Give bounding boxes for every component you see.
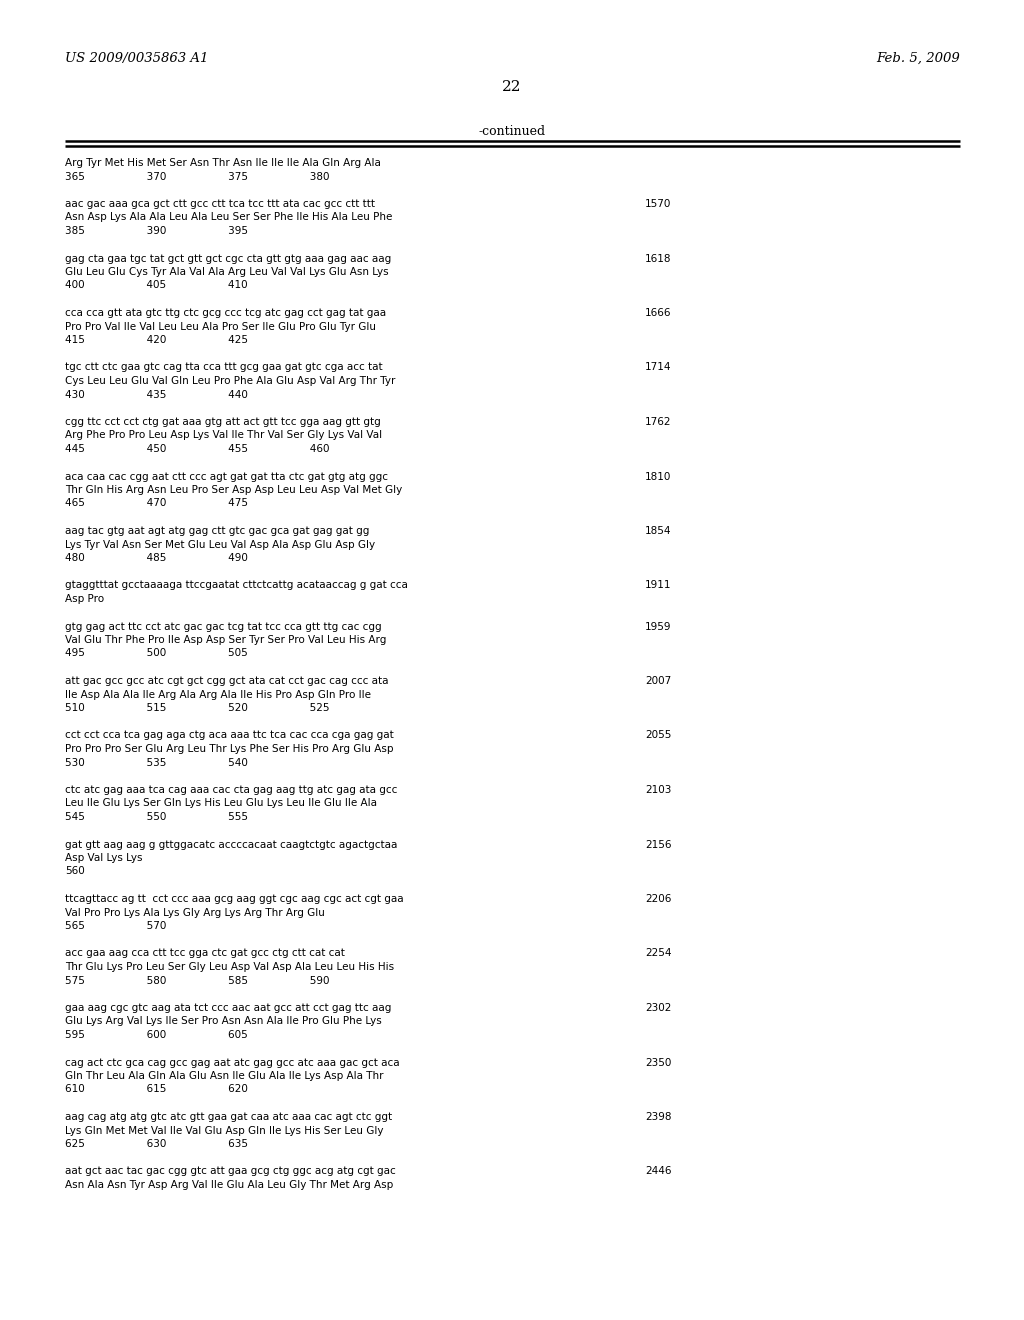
- Text: 430                   435                   440: 430 435 440: [65, 389, 248, 400]
- Text: 1762: 1762: [645, 417, 672, 426]
- Text: Thr Glu Lys Pro Leu Ser Gly Leu Asp Val Asp Ala Leu Leu His His: Thr Glu Lys Pro Leu Ser Gly Leu Asp Val …: [65, 962, 394, 972]
- Text: Feb. 5, 2009: Feb. 5, 2009: [877, 51, 961, 65]
- Text: cca cca gtt ata gtc ttg ctc gcg ccc tcg atc gag cct gag tat gaa: cca cca gtt ata gtc ttg ctc gcg ccc tcg …: [65, 308, 386, 318]
- Text: att gac gcc gcc atc cgt gct cgg gct ata cat cct gac cag ccc ata: att gac gcc gcc atc cgt gct cgg gct ata …: [65, 676, 388, 686]
- Text: 625                   630                   635: 625 630 635: [65, 1139, 248, 1148]
- Text: 1570: 1570: [645, 199, 672, 209]
- Text: 2446: 2446: [645, 1167, 672, 1176]
- Text: Asp Val Lys Lys: Asp Val Lys Lys: [65, 853, 142, 863]
- Text: 365                   370                   375                   380: 365 370 375 380: [65, 172, 330, 181]
- Text: Glu Leu Glu Cys Tyr Ala Val Ala Arg Leu Val Val Lys Glu Asn Lys: Glu Leu Glu Cys Tyr Ala Val Ala Arg Leu …: [65, 267, 389, 277]
- Text: 480                   485                   490: 480 485 490: [65, 553, 248, 564]
- Text: 2398: 2398: [645, 1111, 672, 1122]
- Text: 2254: 2254: [645, 949, 672, 958]
- Text: Thr Gln His Arg Asn Leu Pro Ser Asp Asp Leu Leu Asp Val Met Gly: Thr Gln His Arg Asn Leu Pro Ser Asp Asp …: [65, 484, 402, 495]
- Text: 1714: 1714: [645, 363, 672, 372]
- Text: aag cag atg atg gtc atc gtt gaa gat caa atc aaa cac agt ctc ggt: aag cag atg atg gtc atc gtt gaa gat caa …: [65, 1111, 392, 1122]
- Text: Val Pro Pro Lys Ala Lys Gly Arg Lys Arg Thr Arg Glu: Val Pro Pro Lys Ala Lys Gly Arg Lys Arg …: [65, 908, 325, 917]
- Text: tgc ctt ctc gaa gtc cag tta cca ttt gcg gaa gat gtc cga acc tat: tgc ctt ctc gaa gtc cag tta cca ttt gcg …: [65, 363, 383, 372]
- Text: gaa aag cgc gtc aag ata tct ccc aac aat gcc att cct gag ttc aag: gaa aag cgc gtc aag ata tct ccc aac aat …: [65, 1003, 391, 1012]
- Text: 575                   580                   585                   590: 575 580 585 590: [65, 975, 330, 986]
- Text: 510                   515                   520                   525: 510 515 520 525: [65, 704, 330, 713]
- Text: Asn Ala Asn Tyr Asp Arg Val Ile Glu Ala Leu Gly Thr Met Arg Asp: Asn Ala Asn Tyr Asp Arg Val Ile Glu Ala …: [65, 1180, 393, 1191]
- Text: 1810: 1810: [645, 471, 672, 482]
- Text: Arg Tyr Met His Met Ser Asn Thr Asn Ile Ile Ile Ala Gln Arg Ala: Arg Tyr Met His Met Ser Asn Thr Asn Ile …: [65, 158, 381, 168]
- Text: 2007: 2007: [645, 676, 672, 686]
- Text: aag tac gtg aat agt atg gag ctt gtc gac gca gat gag gat gg: aag tac gtg aat agt atg gag ctt gtc gac …: [65, 525, 370, 536]
- Text: -continued: -continued: [478, 125, 546, 139]
- Text: 415                   420                   425: 415 420 425: [65, 335, 248, 345]
- Text: Pro Pro Pro Ser Glu Arg Leu Thr Lys Phe Ser His Pro Arg Glu Asp: Pro Pro Pro Ser Glu Arg Leu Thr Lys Phe …: [65, 744, 393, 754]
- Text: Arg Phe Pro Pro Leu Asp Lys Val Ile Thr Val Ser Gly Lys Val Val: Arg Phe Pro Pro Leu Asp Lys Val Ile Thr …: [65, 430, 382, 441]
- Text: 400                   405                   410: 400 405 410: [65, 281, 248, 290]
- Text: 2156: 2156: [645, 840, 672, 850]
- Text: aat gct aac tac gac cgg gtc att gaa gcg ctg ggc acg atg cgt gac: aat gct aac tac gac cgg gtc att gaa gcg …: [65, 1167, 395, 1176]
- Text: 530                   535                   540: 530 535 540: [65, 758, 248, 767]
- Text: 1854: 1854: [645, 525, 672, 536]
- Text: 610                   615                   620: 610 615 620: [65, 1085, 248, 1094]
- Text: 385                   390                   395: 385 390 395: [65, 226, 248, 236]
- Text: cag act ctc gca cag gcc gag aat atc gag gcc atc aaa gac gct aca: cag act ctc gca cag gcc gag aat atc gag …: [65, 1057, 399, 1068]
- Text: Asp Pro: Asp Pro: [65, 594, 104, 605]
- Text: gtg gag act ttc cct atc gac gac tcg tat tcc cca gtt ttg cac cgg: gtg gag act ttc cct atc gac gac tcg tat …: [65, 622, 382, 631]
- Text: cgg ttc cct cct ctg gat aaa gtg att act gtt tcc gga aag gtt gtg: cgg ttc cct cct ctg gat aaa gtg att act …: [65, 417, 381, 426]
- Text: Gln Thr Leu Ala Gln Ala Glu Asn Ile Glu Ala Ile Lys Asp Ala Thr: Gln Thr Leu Ala Gln Ala Glu Asn Ile Glu …: [65, 1071, 384, 1081]
- Text: Asn Asp Lys Ala Ala Leu Ala Leu Ser Ser Phe Ile His Ala Leu Phe: Asn Asp Lys Ala Ala Leu Ala Leu Ser Ser …: [65, 213, 392, 223]
- Text: gag cta gaa tgc tat gct gtt gct cgc cta gtt gtg aaa gag aac aag: gag cta gaa tgc tat gct gtt gct cgc cta …: [65, 253, 391, 264]
- Text: acc gaa aag cca ctt tcc gga ctc gat gcc ctg ctt cat cat: acc gaa aag cca ctt tcc gga ctc gat gcc …: [65, 949, 345, 958]
- Text: Lys Gln Met Met Val Ile Val Glu Asp Gln Ile Lys His Ser Leu Gly: Lys Gln Met Met Val Ile Val Glu Asp Gln …: [65, 1126, 384, 1135]
- Text: US 2009/0035863 A1: US 2009/0035863 A1: [65, 51, 208, 65]
- Text: 22: 22: [502, 81, 522, 94]
- Text: 1666: 1666: [645, 308, 672, 318]
- Text: 2206: 2206: [645, 894, 672, 904]
- Text: cct cct cca tca gag aga ctg aca aaa ttc tca cac cca cga gag gat: cct cct cca tca gag aga ctg aca aaa ttc …: [65, 730, 394, 741]
- Text: Ile Asp Ala Ala Ile Arg Ala Arg Ala Ile His Pro Asp Gln Pro Ile: Ile Asp Ala Ala Ile Arg Ala Arg Ala Ile …: [65, 689, 371, 700]
- Text: gtaggtttat gcctaaaaga ttccgaatat cttctcattg acataaccag g gat cca: gtaggtttat gcctaaaaga ttccgaatat cttctca…: [65, 581, 408, 590]
- Text: ttcagttacc ag tt  cct ccc aaa gcg aag ggt cgc aag cgc act cgt gaa: ttcagttacc ag tt cct ccc aaa gcg aag ggt…: [65, 894, 403, 904]
- Text: 445                   450                   455                   460: 445 450 455 460: [65, 444, 330, 454]
- Text: 560: 560: [65, 866, 85, 876]
- Text: Cys Leu Leu Glu Val Gln Leu Pro Phe Ala Glu Asp Val Arg Thr Tyr: Cys Leu Leu Glu Val Gln Leu Pro Phe Ala …: [65, 376, 395, 385]
- Text: 595                   600                   605: 595 600 605: [65, 1030, 248, 1040]
- Text: 2302: 2302: [645, 1003, 672, 1012]
- Text: aca caa cac cgg aat ctt ccc agt gat gat tta ctc gat gtg atg ggc: aca caa cac cgg aat ctt ccc agt gat gat …: [65, 471, 388, 482]
- Text: 1959: 1959: [645, 622, 672, 631]
- Text: 1618: 1618: [645, 253, 672, 264]
- Text: 1911: 1911: [645, 581, 672, 590]
- Text: 2103: 2103: [645, 785, 672, 795]
- Text: ctc atc gag aaa tca cag aaa cac cta gag aag ttg atc gag ata gcc: ctc atc gag aaa tca cag aaa cac cta gag …: [65, 785, 397, 795]
- Text: Pro Pro Val Ile Val Leu Leu Ala Pro Ser Ile Glu Pro Glu Tyr Glu: Pro Pro Val Ile Val Leu Leu Ala Pro Ser …: [65, 322, 376, 331]
- Text: aac gac aaa gca gct ctt gcc ctt tca tcc ttt ata cac gcc ctt ttt: aac gac aaa gca gct ctt gcc ctt tca tcc …: [65, 199, 375, 209]
- Text: 545                   550                   555: 545 550 555: [65, 812, 248, 822]
- Text: Leu Ile Glu Lys Ser Gln Lys His Leu Glu Lys Leu Ile Glu Ile Ala: Leu Ile Glu Lys Ser Gln Lys His Leu Glu …: [65, 799, 377, 808]
- Text: 2055: 2055: [645, 730, 672, 741]
- Text: 495                   500                   505: 495 500 505: [65, 648, 248, 659]
- Text: 465                   470                   475: 465 470 475: [65, 499, 248, 508]
- Text: 565                   570: 565 570: [65, 921, 166, 931]
- Text: Lys Tyr Val Asn Ser Met Glu Leu Val Asp Ala Asp Glu Asp Gly: Lys Tyr Val Asn Ser Met Glu Leu Val Asp …: [65, 540, 375, 549]
- Text: Glu Lys Arg Val Lys Ile Ser Pro Asn Asn Ala Ile Pro Glu Phe Lys: Glu Lys Arg Val Lys Ile Ser Pro Asn Asn …: [65, 1016, 382, 1027]
- Text: 2350: 2350: [645, 1057, 672, 1068]
- Text: Val Glu Thr Phe Pro Ile Asp Asp Ser Tyr Ser Pro Val Leu His Arg: Val Glu Thr Phe Pro Ile Asp Asp Ser Tyr …: [65, 635, 386, 645]
- Text: gat gtt aag aag g gttggacatc accccacaat caagtctgtc agactgctaa: gat gtt aag aag g gttggacatc accccacaat …: [65, 840, 397, 850]
